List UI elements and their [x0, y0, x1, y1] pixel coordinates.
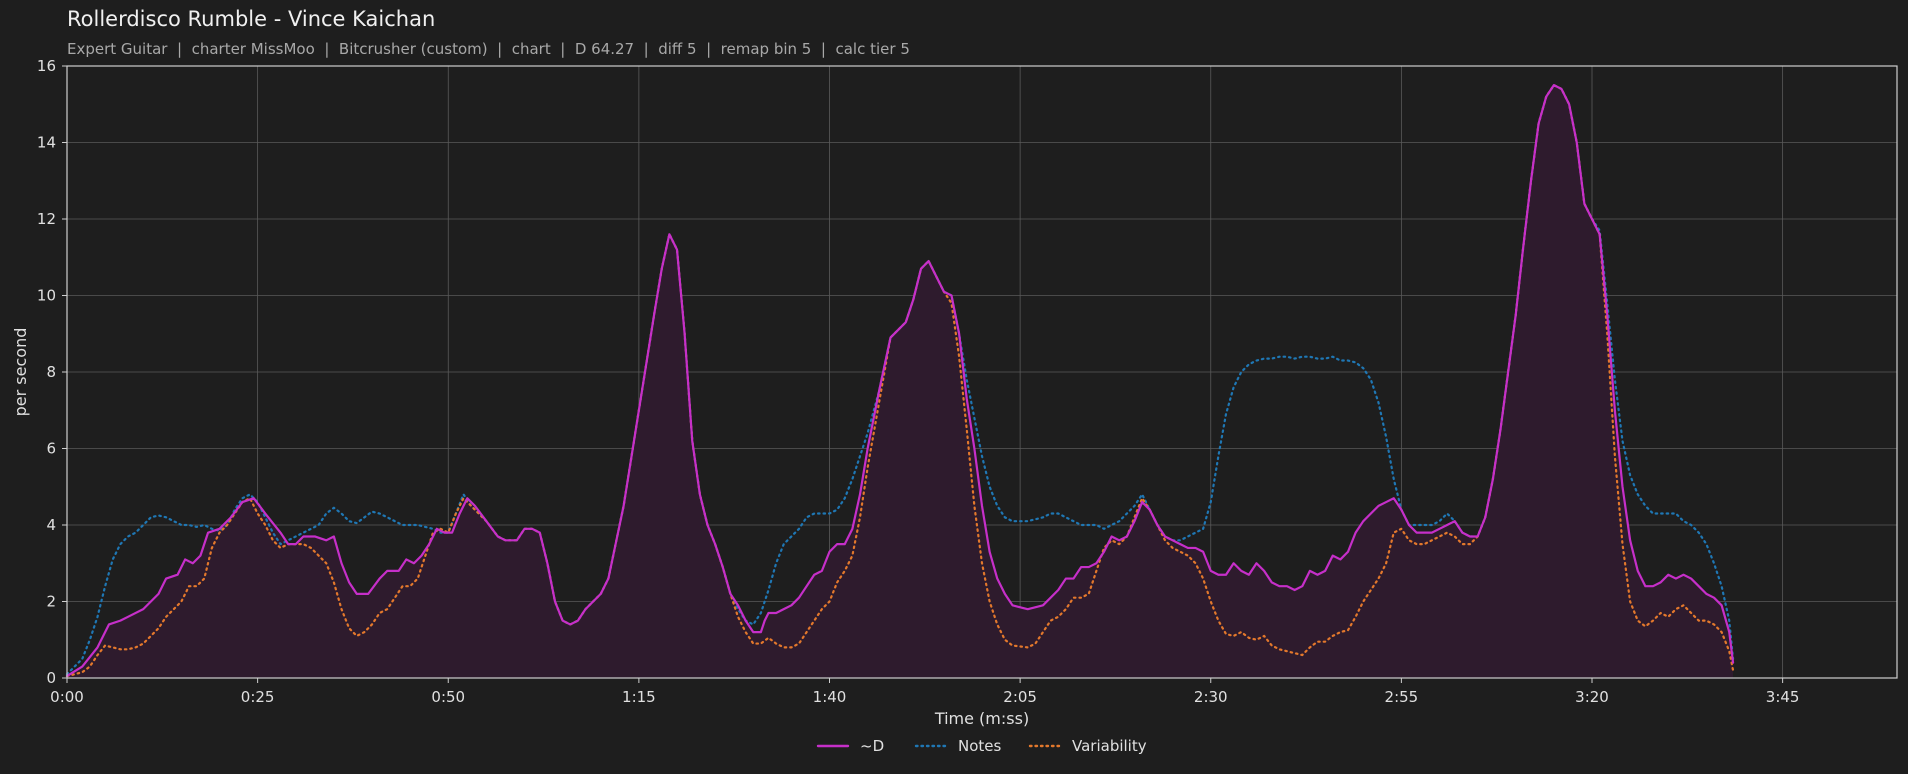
y-axis-label: per second: [11, 328, 30, 417]
series-line-d: [65, 84, 1735, 678]
x-axis-label: Time (m:ss): [934, 709, 1029, 728]
x-tick-label-7: 2:55: [1385, 688, 1419, 706]
legend: ~D Notes Variability: [816, 737, 1147, 755]
y-tick-label-4: 8: [46, 363, 56, 381]
series-layer: [65, 84, 1735, 678]
x-tick-label-1: 0:25: [241, 688, 275, 706]
x-tick-label-9: 3:45: [1766, 688, 1800, 706]
x-tick-label-5: 2:05: [1003, 688, 1037, 706]
y-tick-label-2: 4: [46, 516, 56, 534]
y-tick-label-0: 0: [46, 669, 56, 687]
x-tick-label-2: 0:50: [431, 688, 465, 706]
series-area-d: [67, 85, 1734, 678]
x-tick-label-0: 0:00: [50, 688, 84, 706]
legend-label-notes: Notes: [958, 737, 1002, 755]
y-tick-label-1: 2: [46, 593, 56, 611]
y-tick-label-5: 10: [37, 287, 56, 305]
x-tick-label-6: 2:30: [1194, 688, 1228, 706]
y-tick-label-3: 6: [46, 440, 56, 458]
chart-subtitle: Expert Guitar | charter MissMoo | Bitcru…: [67, 40, 910, 58]
ticks: 0:00 0:25 0:50 1:15 1:40 2:05 2:30 2:55 3:20 3:45…: [37, 57, 1800, 706]
legend-label-variability: Variability: [1072, 737, 1147, 755]
x-tick-label-8: 3:20: [1575, 688, 1609, 706]
y-tick-label-6: 12: [37, 210, 56, 228]
area-layer: [67, 85, 1734, 678]
x-tick-label-3: 1:15: [622, 688, 656, 706]
x-tick-label-4: 1:40: [813, 688, 847, 706]
legend-label-d: ~D: [860, 737, 884, 755]
y-tick-label-8: 16: [37, 57, 56, 75]
chart-title: Rollerdisco Rumble - Vince Kaichan: [67, 7, 436, 31]
y-tick-label-7: 14: [37, 134, 56, 152]
